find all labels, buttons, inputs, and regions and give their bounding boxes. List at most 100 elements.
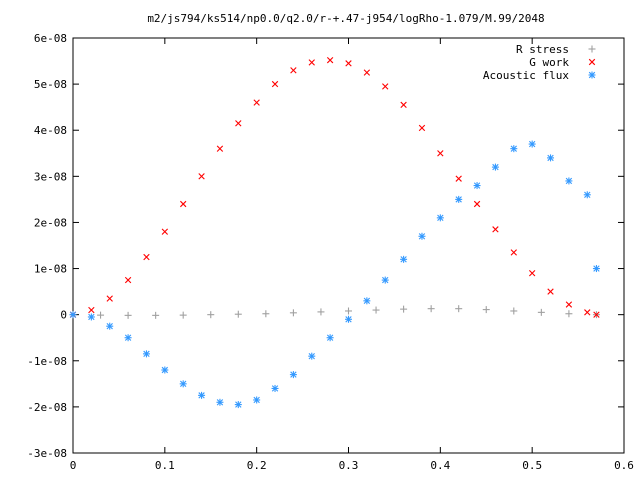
data-point [179, 380, 187, 388]
data-point [234, 401, 242, 409]
data-point [372, 306, 380, 314]
data-point [537, 308, 545, 316]
data-point [271, 80, 279, 88]
series-r-stress [69, 305, 600, 319]
data-point [289, 371, 297, 379]
y-tick-label: -3e-08 [27, 447, 67, 460]
y-tick-label: 2e-08 [34, 216, 67, 229]
data-point [345, 307, 352, 315]
data-point [308, 352, 316, 360]
data-point [87, 313, 95, 321]
x-tick-label: 0.5 [522, 459, 542, 472]
data-point [510, 307, 518, 315]
data-point [455, 175, 462, 182]
data-point [400, 255, 408, 263]
data-point [124, 276, 132, 284]
legend-marker [588, 45, 596, 53]
data-point [592, 265, 600, 273]
data-point [400, 101, 407, 109]
data-point [124, 334, 132, 342]
data-point [584, 309, 591, 316]
chart-title: m2/js794/ks514/np0.0/q2.0/r-+.47-j954/lo… [147, 12, 544, 25]
data-point [436, 214, 444, 222]
data-point [510, 249, 517, 256]
data-point [473, 200, 481, 208]
data-point [207, 311, 215, 319]
data-point [326, 334, 334, 342]
data-point [381, 276, 389, 284]
data-point [528, 140, 536, 148]
data-point [492, 226, 499, 233]
data-point [142, 350, 150, 358]
data-point [326, 56, 334, 64]
data-point [363, 69, 371, 76]
legend-label: Acoustic flux [483, 69, 569, 82]
data-point [262, 310, 270, 318]
data-point [161, 366, 169, 374]
data-point [216, 145, 224, 152]
x-tick-label: 0.4 [430, 459, 450, 472]
series-acoustic-flux [69, 140, 600, 409]
data-point [97, 311, 105, 319]
series-g-work [69, 56, 600, 318]
data-point [234, 310, 242, 318]
data-point [491, 163, 499, 171]
plot-frame [72, 37, 625, 454]
data-point [363, 297, 371, 305]
data-point [382, 83, 389, 90]
data-point [583, 191, 591, 199]
data-point [528, 269, 536, 277]
data-point [418, 124, 426, 132]
data-point [179, 311, 187, 319]
data-point [308, 59, 315, 66]
x-tick-label: 0.3 [339, 459, 359, 472]
legend-label: R stress [516, 43, 569, 56]
data-point [235, 120, 242, 127]
data-point [180, 200, 187, 208]
x-tick-label: 0.6 [614, 459, 634, 472]
data-point [482, 306, 490, 314]
data-point [253, 99, 260, 106]
data-point [427, 305, 435, 313]
data-point [345, 315, 352, 323]
x-tick-label: 0 [70, 459, 77, 472]
y-tick-label: 1e-08 [34, 263, 67, 276]
data-point [161, 228, 169, 235]
data-point [69, 311, 77, 319]
data-point [565, 301, 573, 308]
y-tick-label: 4e-08 [34, 124, 67, 137]
legend-label: G work [529, 56, 569, 69]
data-point [106, 295, 113, 302]
legend-marker [588, 58, 596, 66]
data-point [510, 145, 518, 153]
y-tick-label: 5e-08 [34, 78, 67, 91]
data-point [593, 311, 600, 318]
data-point [547, 288, 554, 295]
data-point [88, 306, 95, 314]
data-point [290, 67, 297, 74]
data-point [289, 309, 297, 317]
y-tick-label: 3e-08 [34, 170, 67, 183]
axes: 0 0.1 0.2 0.3 0.4 0.5 0.6 -3e-08 -2e-08 -1e-08 0 1e… [27, 32, 634, 472]
data-point [106, 322, 114, 330]
y-tick-label: -2e-08 [27, 401, 67, 414]
data-point [565, 177, 573, 185]
data-point [198, 391, 206, 399]
data-point [143, 253, 150, 261]
data-point [455, 195, 463, 203]
data-point [345, 60, 352, 67]
data-point [400, 305, 408, 313]
x-tick-label: 0.1 [155, 459, 175, 472]
y-tick-label: 6e-08 [34, 32, 67, 45]
data-point [547, 154, 555, 162]
data-point [152, 311, 160, 319]
y-tick-label: -1e-08 [27, 355, 67, 368]
data-point [317, 308, 325, 316]
data-point [473, 182, 481, 190]
y-tick-label: 0 [60, 309, 67, 322]
data-point [253, 396, 261, 404]
x-tick-label: 0.2 [247, 459, 267, 472]
data-point [198, 173, 205, 180]
